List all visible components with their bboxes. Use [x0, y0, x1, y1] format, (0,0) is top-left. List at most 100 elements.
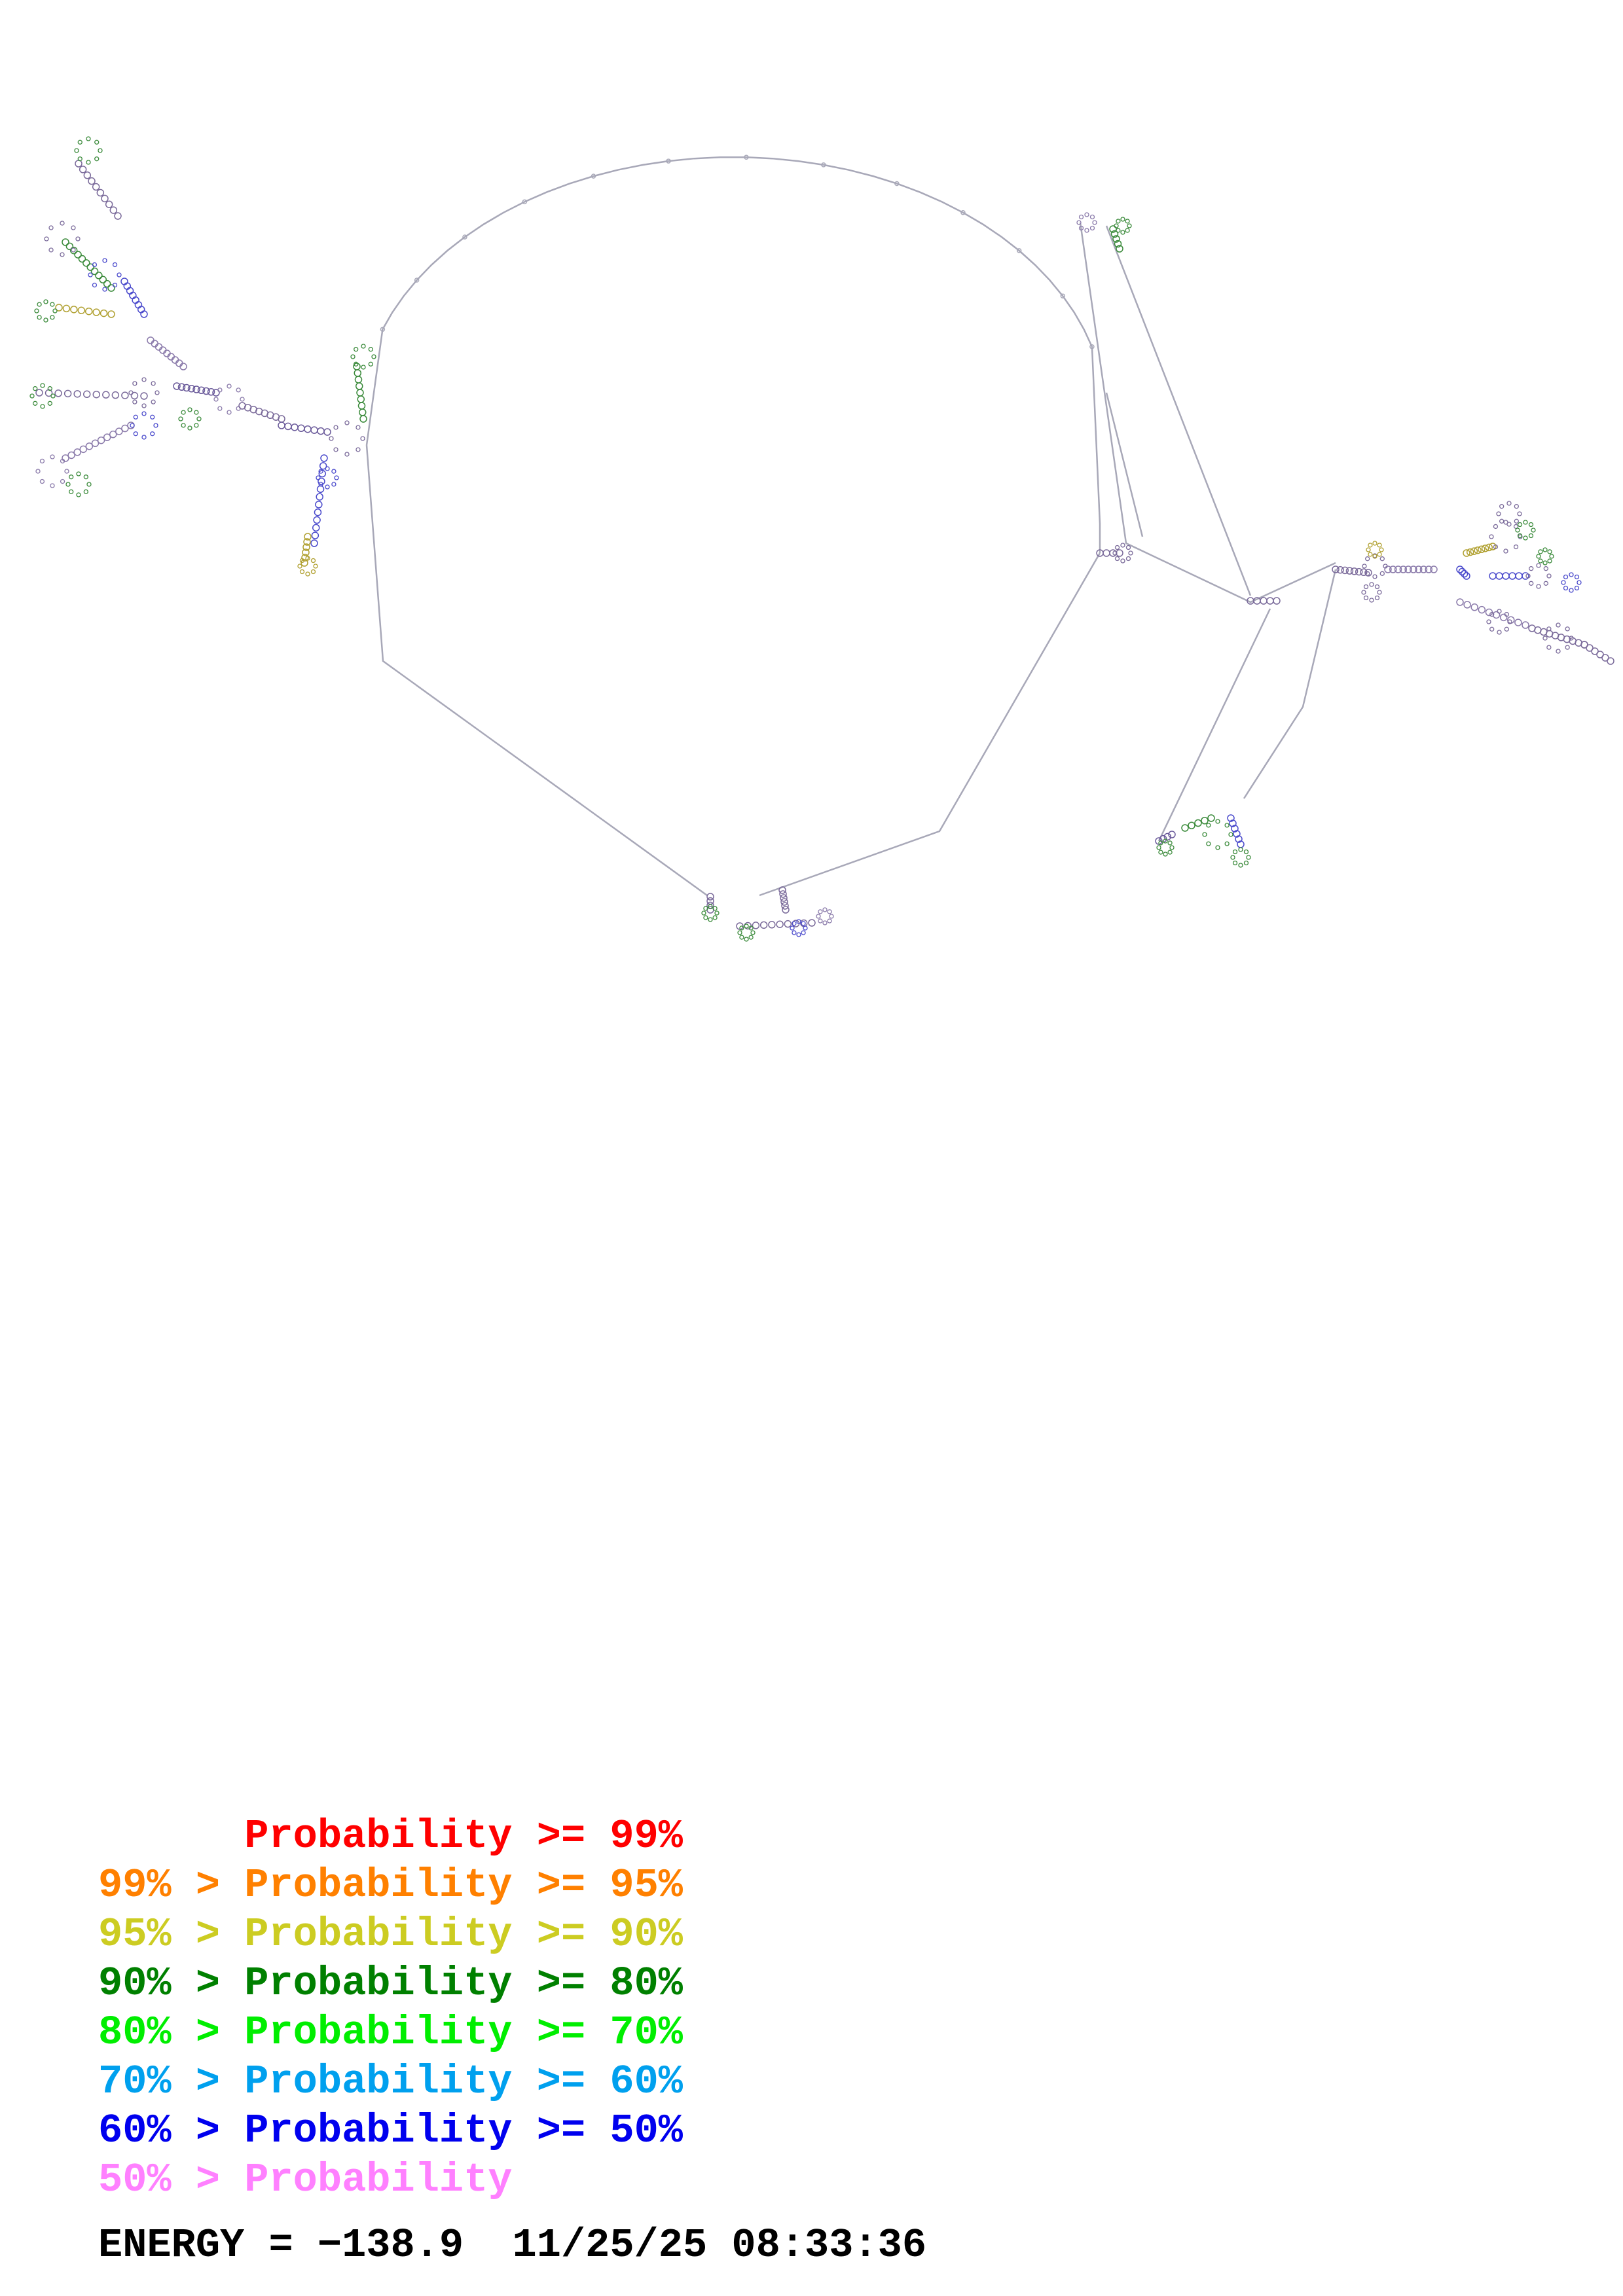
loop-nucleotide	[1525, 573, 1531, 579]
loop-nucleotide	[1379, 556, 1385, 562]
base-pair-mark	[1522, 572, 1529, 580]
base-pair-mark	[111, 391, 120, 399]
loop-nucleotide	[371, 354, 376, 359]
loop-nucleotide	[1523, 535, 1528, 541]
base-pair-mark	[207, 388, 215, 396]
loop-nucleotide	[33, 386, 38, 391]
loop-nucleotide	[50, 483, 55, 488]
loop-nucleotide	[1504, 626, 1509, 632]
base-pair-mark	[173, 382, 181, 390]
stem	[173, 382, 220, 397]
base-pair-mark	[1607, 657, 1614, 665]
loop-nucleotide	[1379, 571, 1385, 576]
loop-nucleotide	[71, 247, 76, 253]
loop-nucleotide	[128, 390, 134, 395]
loop-nucleotide	[1547, 558, 1552, 564]
base-pair-mark	[85, 442, 94, 450]
loop-nucleotide	[1120, 230, 1125, 235]
base-pair-mark	[62, 454, 69, 462]
loop-nucleotide	[1202, 832, 1207, 837]
base-pair-mark	[69, 246, 78, 255]
loop-nucleotide	[1569, 588, 1574, 593]
loop-nucleotide	[1542, 547, 1548, 552]
base-pair-mark	[1332, 565, 1340, 573]
base-pair-mark	[784, 920, 792, 928]
internal-loop	[213, 384, 245, 415]
loop-nucleotide	[60, 478, 65, 484]
loop-nucleotide	[1531, 528, 1536, 533]
loop-nucleotide	[1503, 548, 1508, 554]
loop-nucleotide	[181, 410, 186, 415]
stem	[147, 336, 187, 370]
base-pair-mark	[304, 425, 312, 433]
base-pair-mark	[1596, 651, 1604, 658]
loop-nucleotide	[1504, 612, 1509, 617]
base-pair-mark	[1201, 817, 1209, 825]
legend-prefix	[98, 1813, 220, 1859]
loop-nucleotide	[1230, 855, 1235, 860]
loop-nucleotide	[1561, 580, 1566, 585]
nucleotide-dot	[462, 234, 467, 240]
stem	[35, 389, 148, 400]
loop-nucleotide	[1372, 541, 1377, 546]
loop-nucleotide	[1215, 845, 1220, 850]
loop-nucleotide	[712, 906, 718, 911]
base-pair-mark	[1341, 566, 1349, 575]
legend-suffix: >= 60%	[536, 2058, 683, 2105]
stem	[75, 160, 122, 220]
loop-nucleotide	[1514, 518, 1519, 524]
loop-nucleotide	[60, 221, 65, 226]
base-pair-mark	[75, 160, 82, 168]
base-pair-mark	[1159, 834, 1167, 843]
base-pair-mark	[62, 304, 71, 313]
legend-line: 80% > Probability >= 70%	[98, 2008, 683, 2057]
base-pair-mark	[357, 402, 366, 410]
rna-backbone	[365, 156, 1337, 897]
base-pair-mark	[192, 386, 200, 393]
base-pair-mark	[1394, 565, 1402, 573]
internal-loop	[1525, 563, 1552, 589]
base-pair-mark	[752, 922, 760, 929]
loop-nucleotide	[1114, 223, 1119, 228]
loop-nucleotide	[792, 930, 797, 935]
loop-nucleotide	[130, 423, 135, 428]
base-pair-mark	[317, 427, 325, 435]
base-pair-mark	[140, 310, 148, 318]
base-pair-mark	[91, 439, 100, 448]
legend-suffix: >= 70%	[536, 2009, 683, 2056]
base-pair-mark	[97, 436, 105, 444]
loop-nucleotide	[329, 436, 334, 441]
loop-nucleotide	[827, 909, 832, 914]
loop-nucleotide	[1084, 228, 1089, 233]
legend-label: Probability	[244, 2058, 513, 2105]
internal-loop	[1362, 553, 1388, 579]
loop-nucleotide	[50, 315, 55, 320]
nucleotide-dot	[522, 199, 528, 205]
loop-nucleotide	[75, 236, 81, 242]
hairpin-loop	[1156, 838, 1175, 857]
stem	[1332, 565, 1372, 577]
base-pair-mark	[96, 188, 105, 197]
loop-nucleotide	[88, 272, 93, 278]
loop-nucleotide	[1538, 558, 1543, 564]
hairpin-loop	[1496, 501, 1522, 527]
loop-nucleotide	[744, 937, 749, 942]
legend-line: 90% > Probability >= 80%	[98, 1959, 683, 2008]
base-pair-mark	[320, 454, 328, 462]
stem	[238, 402, 285, 423]
loop-nucleotide	[1374, 584, 1380, 590]
base-pair-mark	[782, 906, 790, 914]
base-pair-mark	[1350, 567, 1359, 575]
loop-nucleotide	[1547, 549, 1552, 554]
base-pair-mark	[779, 890, 787, 898]
loop-nucleotide	[43, 317, 48, 323]
stem	[706, 893, 714, 914]
loop-nucleotide	[1361, 590, 1366, 595]
base-pair-mark	[121, 391, 129, 399]
hairpin-loop	[178, 407, 202, 431]
loop-nucleotide	[1499, 504, 1504, 509]
nucleotide-dot	[591, 173, 596, 179]
loop-nucleotide	[310, 569, 316, 575]
loop-nucleotide	[827, 918, 832, 924]
loop-nucleotide	[150, 414, 155, 420]
